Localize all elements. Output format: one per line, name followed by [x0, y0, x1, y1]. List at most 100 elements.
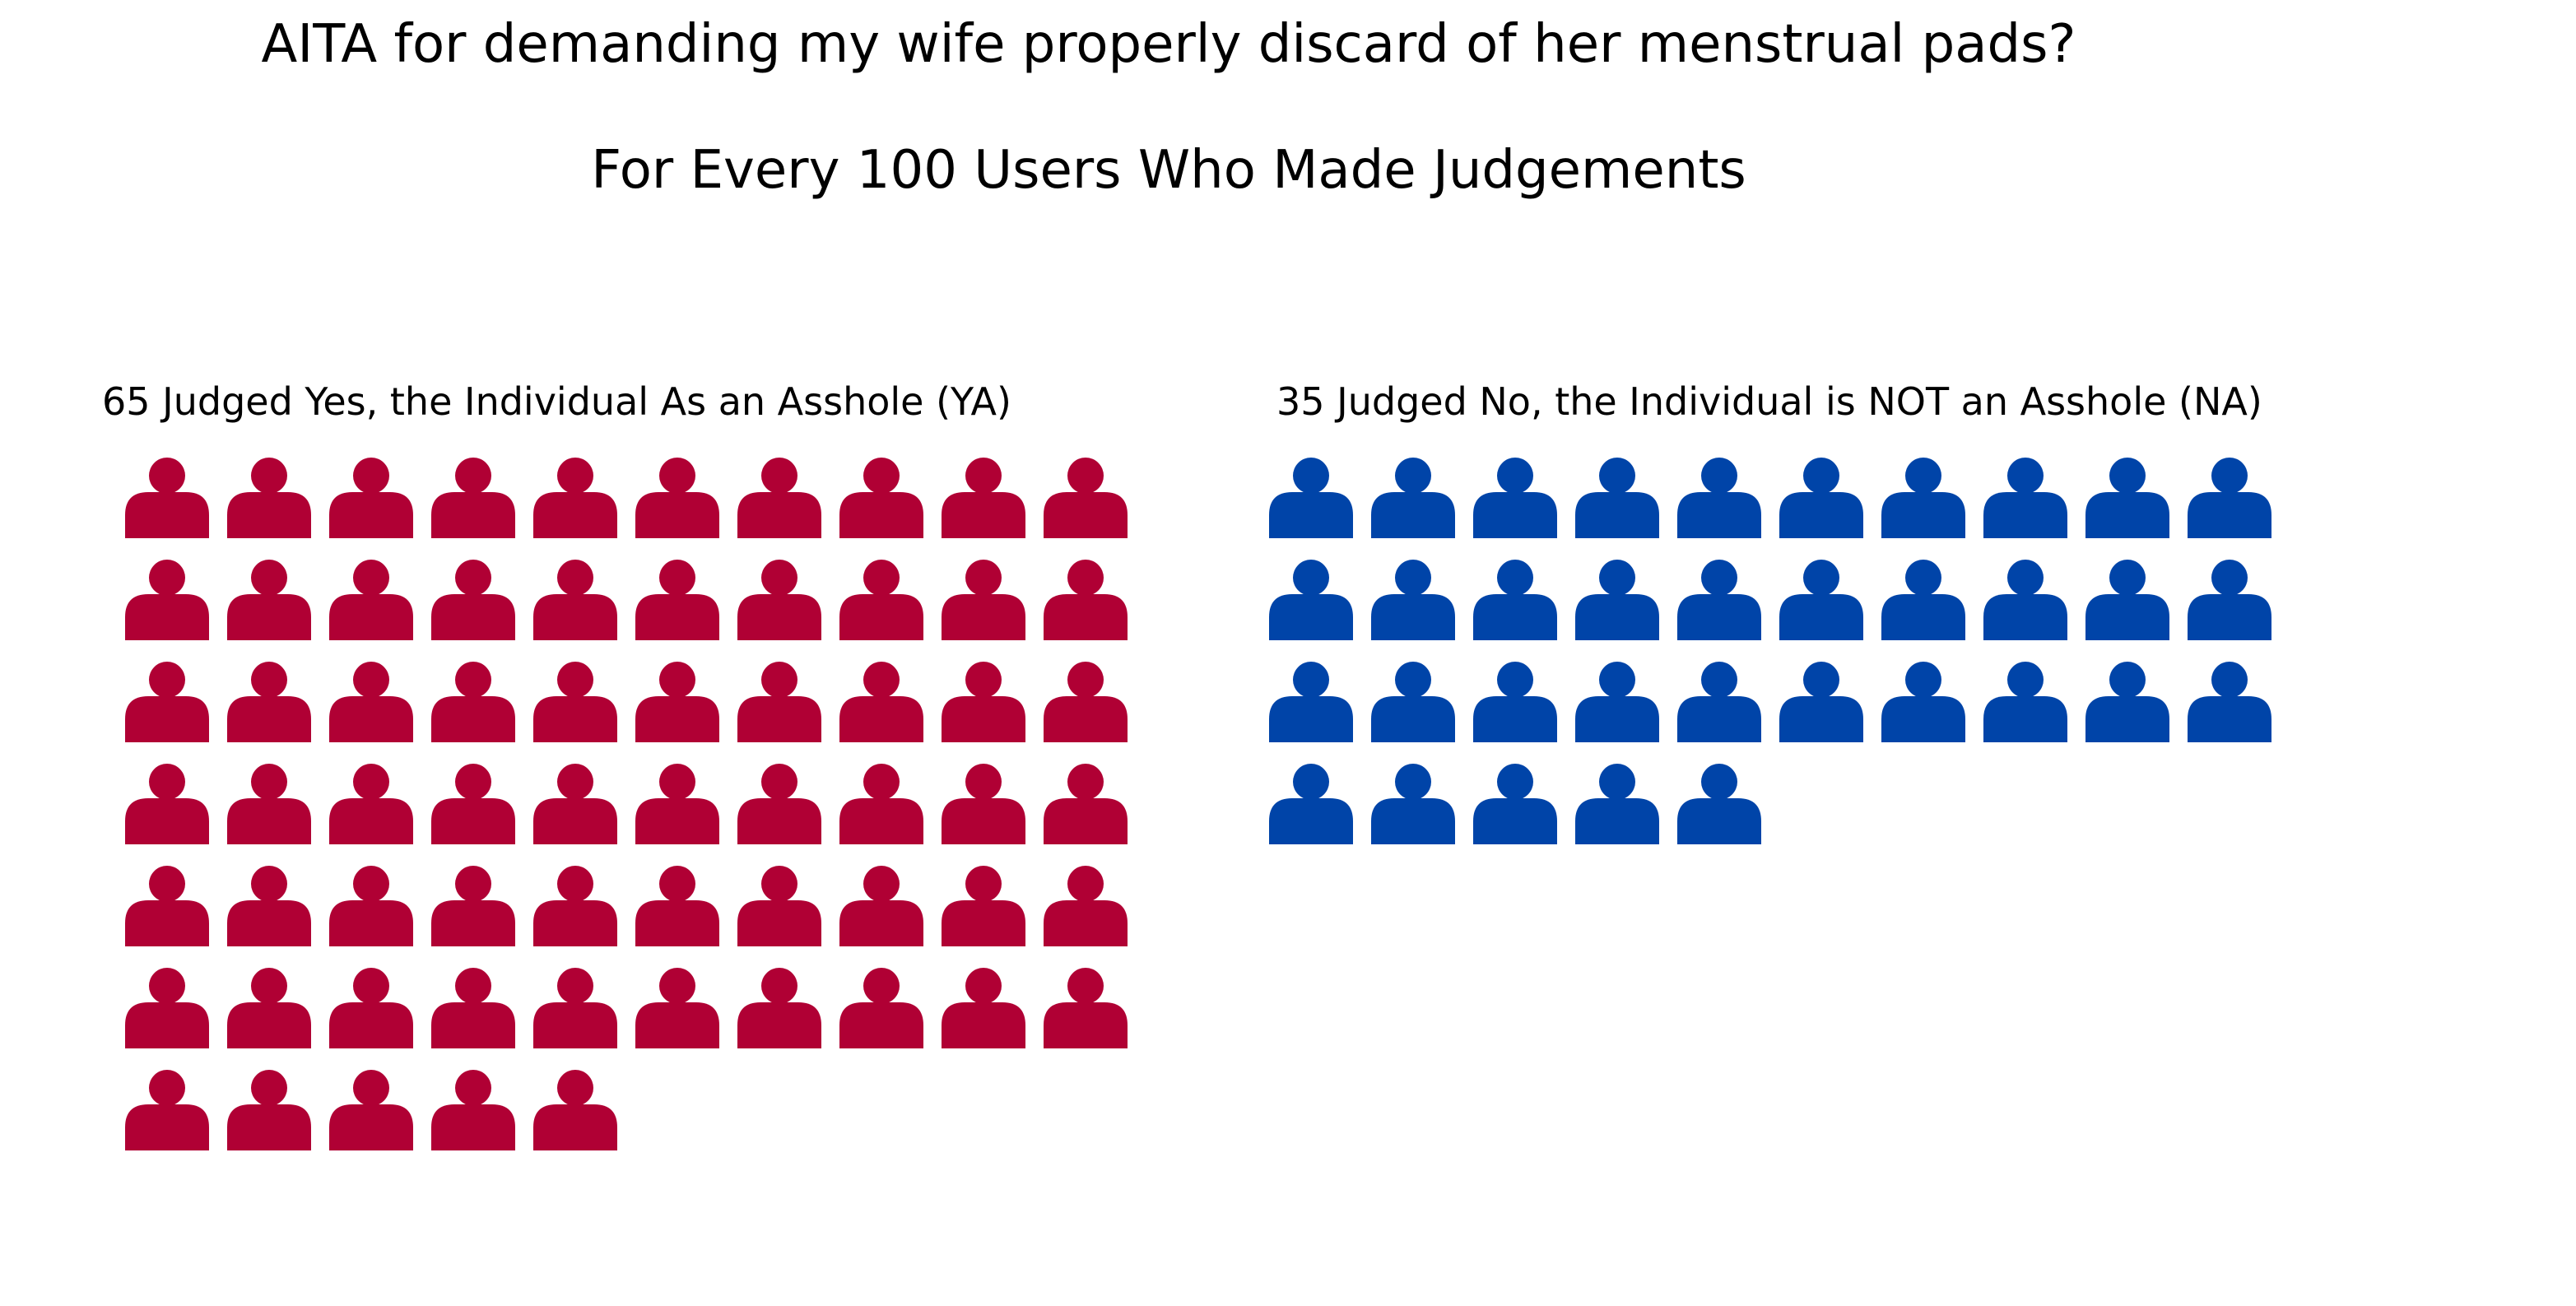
- person-icon-ya: [635, 458, 719, 538]
- person-icon-ya: [737, 968, 821, 1048]
- person-icon-ya: [533, 560, 617, 640]
- person-icon-na: [1371, 560, 1455, 640]
- person-icon-ya: [737, 458, 821, 538]
- person-icon-na: [1881, 560, 1965, 640]
- person-icon-ya: [1044, 662, 1128, 742]
- person-icon-ya: [533, 866, 617, 946]
- person-icon-na: [1881, 662, 1965, 742]
- person-icon-na: [1779, 662, 1863, 742]
- person-icon-ya: [329, 458, 413, 538]
- person-icon-na: [1779, 560, 1863, 640]
- person-icon-ya: [329, 866, 413, 946]
- person-icon-ya: [737, 866, 821, 946]
- person-icon-na: [1575, 458, 1659, 538]
- person-icon-ya: [839, 560, 923, 640]
- person-icon-ya: [1044, 866, 1128, 946]
- person-icon-ya: [125, 764, 209, 844]
- person-icon-ya: [431, 764, 515, 844]
- person-icon-na: [1371, 764, 1455, 844]
- person-icon-na: [1677, 560, 1761, 640]
- person-icon-ya: [942, 764, 1025, 844]
- person-icon-na: [1983, 662, 2067, 742]
- person-icon-ya: [533, 764, 617, 844]
- person-icon-na: [1575, 560, 1659, 640]
- person-icon-ya: [431, 968, 515, 1048]
- person-icon-ya: [942, 560, 1025, 640]
- person-icon-na: [1983, 458, 2067, 538]
- person-icon-na: [2188, 560, 2271, 640]
- person-icon-ya: [1044, 764, 1128, 844]
- group-label-ya: 65 Judged Yes, the Individual As an Assh…: [102, 379, 1011, 424]
- person-icon-ya: [737, 560, 821, 640]
- person-icon-ya: [227, 560, 311, 640]
- person-icon-ya: [125, 458, 209, 538]
- person-icon-ya: [125, 866, 209, 946]
- person-icon-ya: [227, 866, 311, 946]
- pictogram-grid-ya: [125, 458, 1128, 1150]
- person-icon-ya: [839, 968, 923, 1048]
- person-icon-ya: [227, 968, 311, 1048]
- person-icon-na: [1677, 764, 1761, 844]
- person-icon-na: [1269, 764, 1353, 844]
- person-icon-ya: [125, 560, 209, 640]
- person-icon-na: [1575, 764, 1659, 844]
- person-icon-ya: [227, 458, 311, 538]
- person-icon-ya: [1044, 968, 1128, 1048]
- person-icon-na: [1269, 458, 1353, 538]
- person-icon-ya: [942, 458, 1025, 538]
- person-icon-ya: [533, 458, 617, 538]
- person-icon-ya: [635, 560, 719, 640]
- person-icon-ya: [533, 662, 617, 742]
- person-icon-ya: [839, 764, 923, 844]
- person-icon-ya: [533, 1070, 617, 1150]
- person-icon-ya: [635, 662, 719, 742]
- person-icon-ya: [839, 662, 923, 742]
- person-icon-na: [1473, 764, 1557, 844]
- person-icon-na: [2085, 458, 2169, 538]
- person-icon-na: [1473, 560, 1557, 640]
- person-icon-ya: [942, 968, 1025, 1048]
- person-icon-ya: [533, 968, 617, 1048]
- person-icon-ya: [431, 560, 515, 640]
- person-icon-na: [1473, 662, 1557, 742]
- group-label-na: 35 Judged No, the Individual is NOT an A…: [1276, 379, 2262, 424]
- person-icon-ya: [431, 458, 515, 538]
- chart-title: AITA for demanding my wife properly disc…: [261, 14, 2076, 75]
- person-icon-ya: [227, 662, 311, 742]
- person-icon-ya: [125, 968, 209, 1048]
- person-icon-ya: [839, 458, 923, 538]
- person-icon-ya: [329, 968, 413, 1048]
- person-icon-na: [1269, 662, 1353, 742]
- person-icon-ya: [329, 662, 413, 742]
- person-icon-ya: [431, 866, 515, 946]
- person-icon-na: [2085, 560, 2169, 640]
- person-icon-ya: [1044, 560, 1128, 640]
- person-icon-ya: [125, 662, 209, 742]
- person-icon-ya: [737, 764, 821, 844]
- person-icon-ya: [942, 662, 1025, 742]
- person-icon-ya: [431, 662, 515, 742]
- person-icon-ya: [942, 866, 1025, 946]
- person-icon-ya: [737, 662, 821, 742]
- pictogram-grid-na: [1269, 458, 2271, 844]
- person-icon-ya: [227, 1070, 311, 1150]
- person-icon-ya: [125, 1070, 209, 1150]
- person-icon-ya: [431, 1070, 515, 1150]
- person-icon-na: [1269, 560, 1353, 640]
- person-icon-na: [2188, 662, 2271, 742]
- person-icon-na: [1371, 458, 1455, 538]
- person-icon-ya: [635, 866, 719, 946]
- person-icon-na: [2085, 662, 2169, 742]
- person-icon-ya: [635, 968, 719, 1048]
- person-icon-na: [1575, 662, 1659, 742]
- person-icon-na: [1473, 458, 1557, 538]
- person-icon-na: [2188, 458, 2271, 538]
- person-icon-ya: [329, 1070, 413, 1150]
- person-icon-na: [1881, 458, 1965, 538]
- person-icon-na: [1983, 560, 2067, 640]
- person-icon-ya: [839, 866, 923, 946]
- person-icon-ya: [635, 764, 719, 844]
- person-icon-ya: [227, 764, 311, 844]
- person-icon-na: [1371, 662, 1455, 742]
- person-icon-na: [1677, 662, 1761, 742]
